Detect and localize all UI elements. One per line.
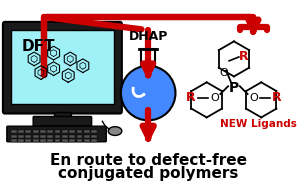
Bar: [91, 139, 97, 142]
Bar: [18, 130, 24, 133]
Bar: [91, 130, 97, 133]
Bar: [11, 139, 17, 142]
FancyBboxPatch shape: [3, 22, 122, 114]
Text: R: R: [186, 91, 196, 104]
FancyBboxPatch shape: [7, 126, 106, 142]
Text: En route to defect-free: En route to defect-free: [50, 153, 247, 168]
Bar: [40, 135, 46, 138]
Bar: [69, 139, 75, 142]
Bar: [25, 130, 31, 133]
Bar: [55, 135, 60, 138]
Text: O: O: [249, 93, 258, 103]
Bar: [25, 135, 31, 138]
Bar: [84, 139, 90, 142]
Circle shape: [121, 66, 175, 120]
Bar: [18, 139, 24, 142]
Bar: [54, 112, 71, 119]
Bar: [40, 139, 46, 142]
Bar: [55, 130, 60, 133]
Bar: [47, 139, 53, 142]
Bar: [11, 30, 114, 104]
Bar: [25, 139, 31, 142]
Bar: [62, 130, 68, 133]
Ellipse shape: [108, 127, 122, 136]
Bar: [40, 130, 46, 133]
Bar: [69, 130, 75, 133]
Bar: [62, 139, 68, 142]
Bar: [47, 135, 53, 138]
Bar: [84, 135, 90, 138]
Bar: [18, 135, 24, 138]
Bar: [77, 135, 82, 138]
Bar: [33, 130, 39, 133]
Text: R: R: [239, 50, 249, 64]
Bar: [84, 130, 90, 133]
Bar: [33, 135, 39, 138]
Bar: [55, 139, 60, 142]
Bar: [141, 49, 155, 71]
Bar: [33, 139, 39, 142]
Bar: [91, 135, 97, 138]
Bar: [77, 139, 82, 142]
Bar: [11, 130, 17, 133]
Bar: [11, 135, 17, 138]
Text: DHAP: DHAP: [129, 30, 168, 43]
Text: NEW Ligands: NEW Ligands: [220, 119, 297, 129]
Bar: [62, 135, 68, 138]
Text: conjugated polymers: conjugated polymers: [58, 167, 238, 181]
Bar: [47, 130, 53, 133]
FancyBboxPatch shape: [33, 116, 92, 126]
Bar: [77, 130, 82, 133]
Text: O: O: [210, 93, 219, 103]
Text: P: P: [229, 81, 239, 95]
Text: R: R: [272, 91, 282, 104]
Text: O: O: [220, 67, 229, 77]
Text: DFT: DFT: [22, 40, 55, 54]
Bar: [69, 135, 75, 138]
